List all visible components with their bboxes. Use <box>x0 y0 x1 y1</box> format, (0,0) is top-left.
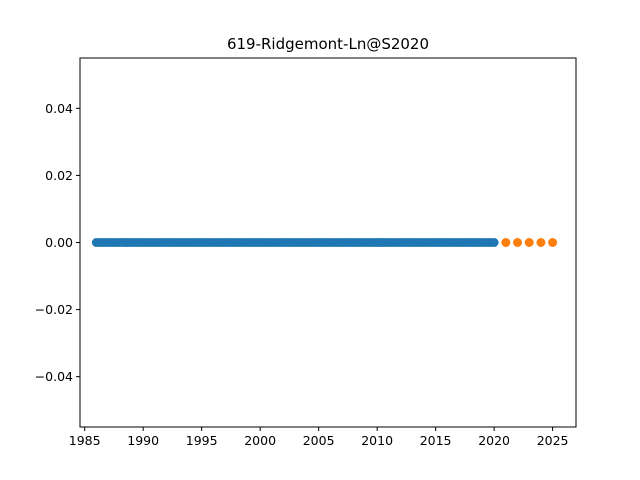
y-tick-label: −0.04 <box>35 369 73 384</box>
y-tick-label: 0.00 <box>45 235 73 250</box>
x-axis: 1985 1990 1995 2000 2005 2010 2015 2020 2025 <box>69 427 569 448</box>
x-tick-label: 2015 <box>420 433 452 448</box>
x-tick-label: 2025 <box>537 433 569 448</box>
y-tick-label: 0.02 <box>45 168 73 183</box>
scatter-point-series-1 <box>548 238 558 247</box>
x-tick-label: 2000 <box>244 433 276 448</box>
scatter-point-series-0 <box>489 238 499 247</box>
x-tick-label: 2005 <box>303 433 335 448</box>
scatter-point-series-1 <box>524 238 534 247</box>
x-tick-label: 2020 <box>478 433 510 448</box>
scatter-point-series-1 <box>501 238 511 247</box>
scatter-marks <box>91 238 558 247</box>
y-tick-label: −0.02 <box>35 302 73 317</box>
scatter-point-series-1 <box>536 238 546 247</box>
chart-title: 619-Ridgemont-Ln@S2020 <box>227 35 429 53</box>
x-tick-label: 1990 <box>127 433 159 448</box>
x-tick-label: 1995 <box>186 433 218 448</box>
x-tick-label: 1985 <box>69 433 101 448</box>
y-tick-label: 0.04 <box>45 101 73 116</box>
y-axis: −0.04 −0.02 0.00 0.02 0.04 <box>35 101 80 384</box>
scatter-point-series-1 <box>513 238 523 247</box>
x-tick-label: 2010 <box>361 433 393 448</box>
